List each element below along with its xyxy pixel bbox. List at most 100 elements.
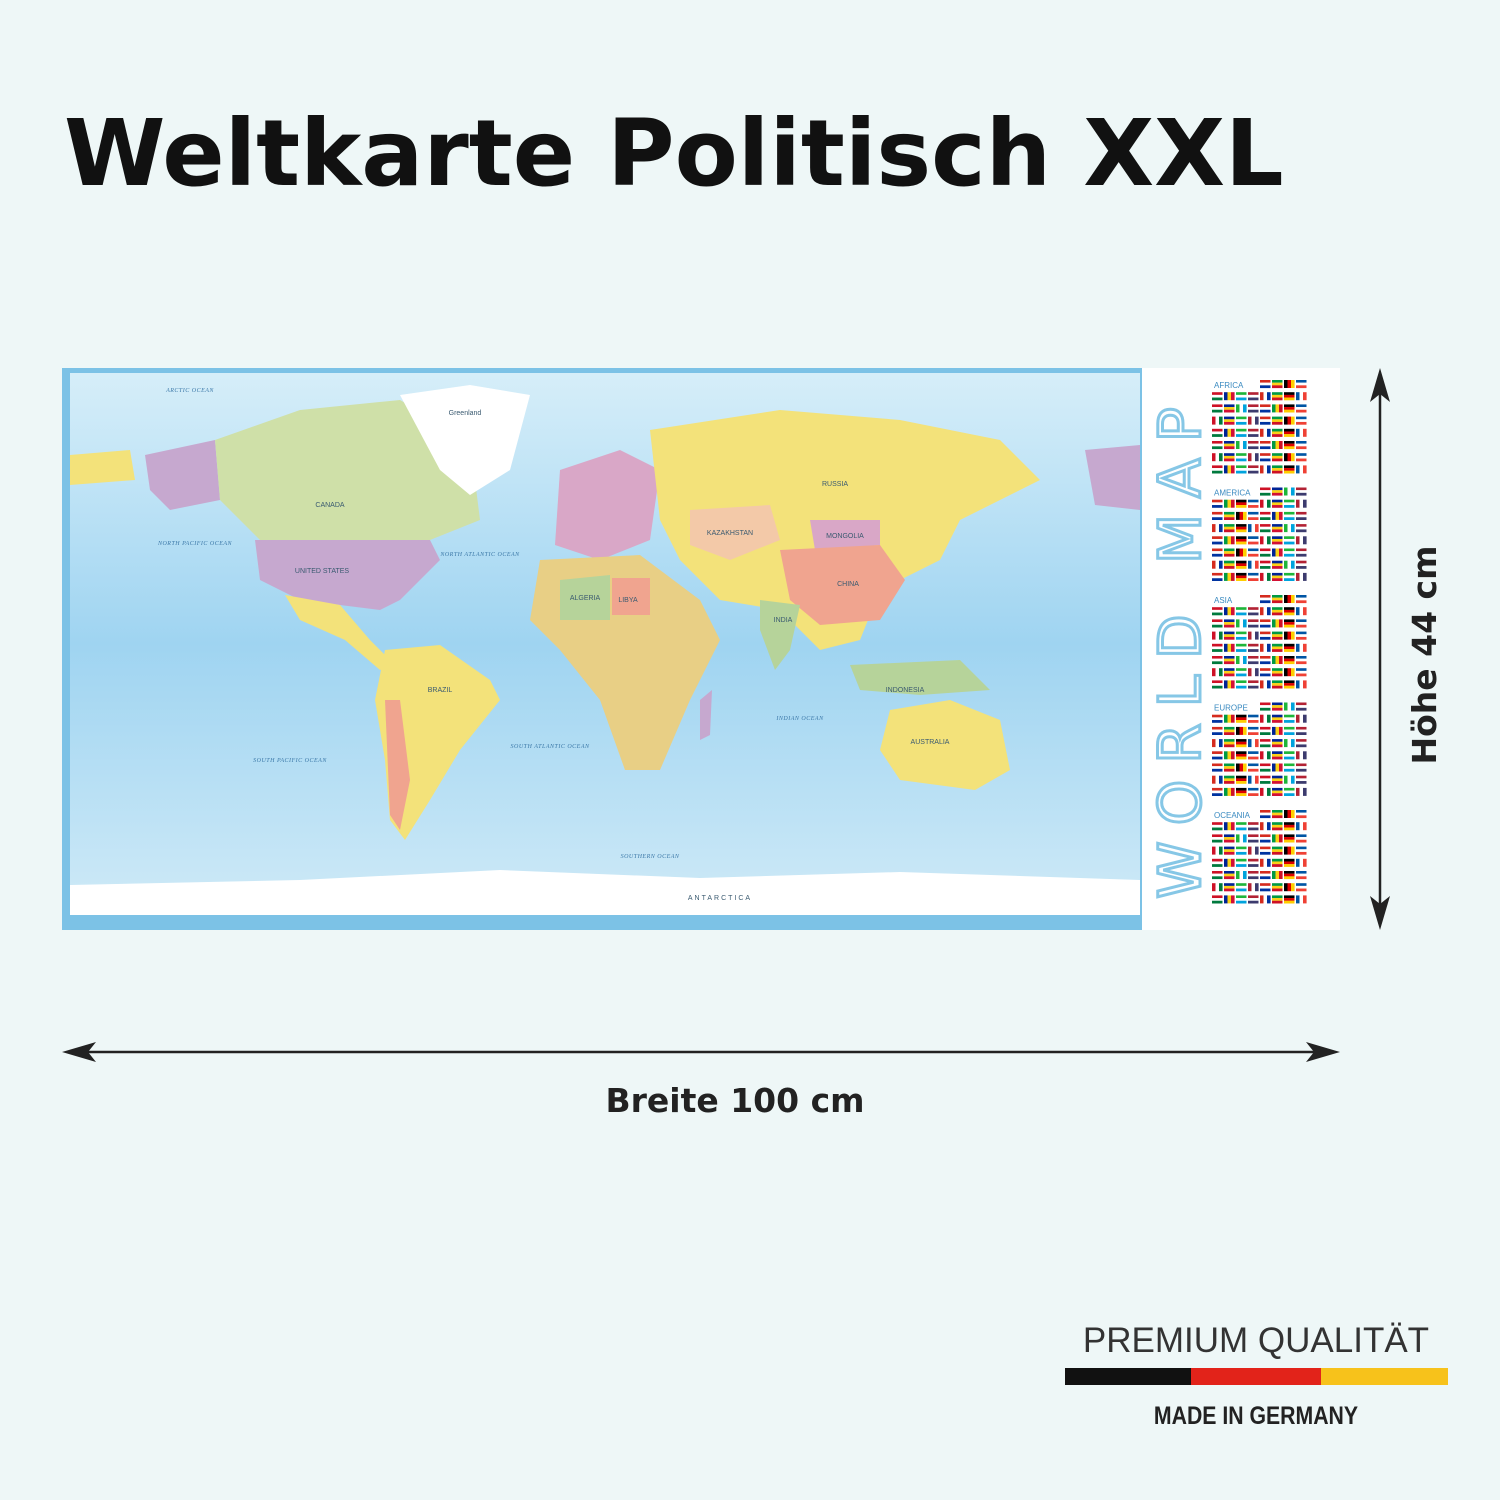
flag-stripe xyxy=(1296,499,1300,508)
flag-stripe xyxy=(1263,751,1268,760)
flag-stripe xyxy=(1296,787,1300,796)
flag-stripe xyxy=(1296,766,1307,769)
flag-stripe xyxy=(1284,453,1288,462)
flag-stripe xyxy=(1236,790,1247,794)
flag-stripe xyxy=(1287,702,1292,711)
flag-stripe xyxy=(1260,680,1264,689)
flag-stripe xyxy=(1296,490,1307,493)
flag-stripe xyxy=(1260,705,1271,708)
flag-stripe xyxy=(1224,670,1235,674)
flag-stripe xyxy=(1212,898,1223,901)
flag-stripe xyxy=(1212,511,1223,515)
flag-stripe xyxy=(1215,560,1220,569)
flag-stripe xyxy=(1284,404,1295,408)
flag-stripe xyxy=(1227,680,1232,689)
flag-stripe xyxy=(1236,612,1247,616)
flag-stripe xyxy=(1260,446,1271,450)
flag-stripe xyxy=(1284,768,1295,772)
flag-stripe xyxy=(1236,714,1247,718)
flag-stripe xyxy=(1224,680,1228,689)
flag-stripe xyxy=(1248,428,1259,432)
flag-stripe xyxy=(1263,680,1268,689)
flag-stripe xyxy=(1296,563,1307,567)
flag-stripe xyxy=(1284,407,1295,410)
flag-stripe xyxy=(1272,607,1283,610)
flag-stripe xyxy=(1248,775,1252,784)
flag-section-title: AFRICA xyxy=(1214,381,1244,390)
flag-section-title: AMERICA xyxy=(1214,489,1251,498)
flag-stripe xyxy=(1248,729,1259,733)
flag-stripe xyxy=(1224,729,1235,733)
flag-stripe xyxy=(1284,619,1295,623)
flag-stripe xyxy=(1272,441,1276,449)
flag-stripe xyxy=(1296,572,1300,581)
flag-stripe xyxy=(1215,416,1220,425)
flag-stripe xyxy=(1212,793,1223,796)
flag-stripe xyxy=(1284,609,1295,613)
flag-stripe xyxy=(1224,751,1228,760)
flag-stripe xyxy=(1272,888,1283,892)
flag-stripe xyxy=(1287,775,1292,784)
flag-stripe xyxy=(1291,416,1295,425)
flag-stripe xyxy=(1296,775,1307,779)
flag-stripe xyxy=(1224,634,1235,638)
flag-stripe xyxy=(1260,726,1271,730)
flag-stripe xyxy=(1224,822,1228,831)
flag-stripe xyxy=(1236,683,1247,686)
flag-stripe xyxy=(1260,499,1264,508)
flag-stripe xyxy=(1212,668,1216,677)
flag-stripe xyxy=(1236,631,1247,635)
flag-stripe xyxy=(1260,775,1271,779)
flag-stripe xyxy=(1236,787,1247,791)
map-label: MONGOLIA xyxy=(826,533,864,540)
flag-stripe xyxy=(1239,763,1244,772)
flag-stripe xyxy=(1219,739,1223,748)
flag-stripe xyxy=(1239,511,1244,520)
flag-stripe xyxy=(1272,812,1283,816)
flag-stripe xyxy=(1248,873,1259,877)
flag-stripe xyxy=(1299,787,1304,796)
flag-stripe xyxy=(1255,560,1259,569)
flag-stripe xyxy=(1284,668,1288,677)
flag-stripe xyxy=(1224,658,1235,662)
flag-stripe xyxy=(1296,883,1307,886)
flag-stripe xyxy=(1291,631,1295,640)
flag-stripe xyxy=(1260,763,1271,767)
flag-stripe xyxy=(1248,661,1259,665)
flag-stripe xyxy=(1248,609,1259,613)
flag-stripe xyxy=(1248,895,1259,899)
flag-stripe xyxy=(1284,702,1288,711)
flag-stripe xyxy=(1236,434,1247,437)
flag-stripe xyxy=(1248,409,1259,413)
flag-stripe xyxy=(1284,443,1295,447)
flag-stripe xyxy=(1260,553,1271,557)
flag-stripe xyxy=(1231,499,1235,508)
flag-stripe xyxy=(1231,680,1235,689)
flag-stripe xyxy=(1236,883,1247,886)
map-label: CHINA xyxy=(837,581,859,588)
flag-stripe xyxy=(1272,649,1283,652)
flag-stripe xyxy=(1260,419,1271,423)
flag-stripe xyxy=(1212,560,1216,569)
flag-stripe xyxy=(1272,597,1283,601)
flag-stripe xyxy=(1284,751,1295,755)
height-dimension: Höhe 44 cm xyxy=(1370,368,1444,930)
flag-stripe xyxy=(1296,851,1307,855)
flag-stripe xyxy=(1272,421,1283,425)
flag-stripe xyxy=(1224,511,1235,515)
flag-stripe xyxy=(1224,553,1235,557)
flag-stripe xyxy=(1239,656,1244,664)
flag-stripe xyxy=(1284,551,1295,554)
poster: ARCTIC OCEAN Greenland CANADA UNITED STA… xyxy=(62,368,1340,930)
flag-stripe xyxy=(1224,885,1235,889)
flag-stripe xyxy=(1248,685,1259,689)
flag-stripe xyxy=(1239,871,1244,879)
russia-east-edge xyxy=(1085,445,1140,510)
flag-stripe xyxy=(1260,849,1271,853)
flag-stripe xyxy=(1284,790,1295,794)
flag-stripe xyxy=(1272,578,1283,581)
flag-stripe xyxy=(1248,720,1259,723)
flag-stripe xyxy=(1224,624,1235,628)
flag-stripe xyxy=(1236,419,1247,423)
flag-stripe xyxy=(1215,631,1220,640)
